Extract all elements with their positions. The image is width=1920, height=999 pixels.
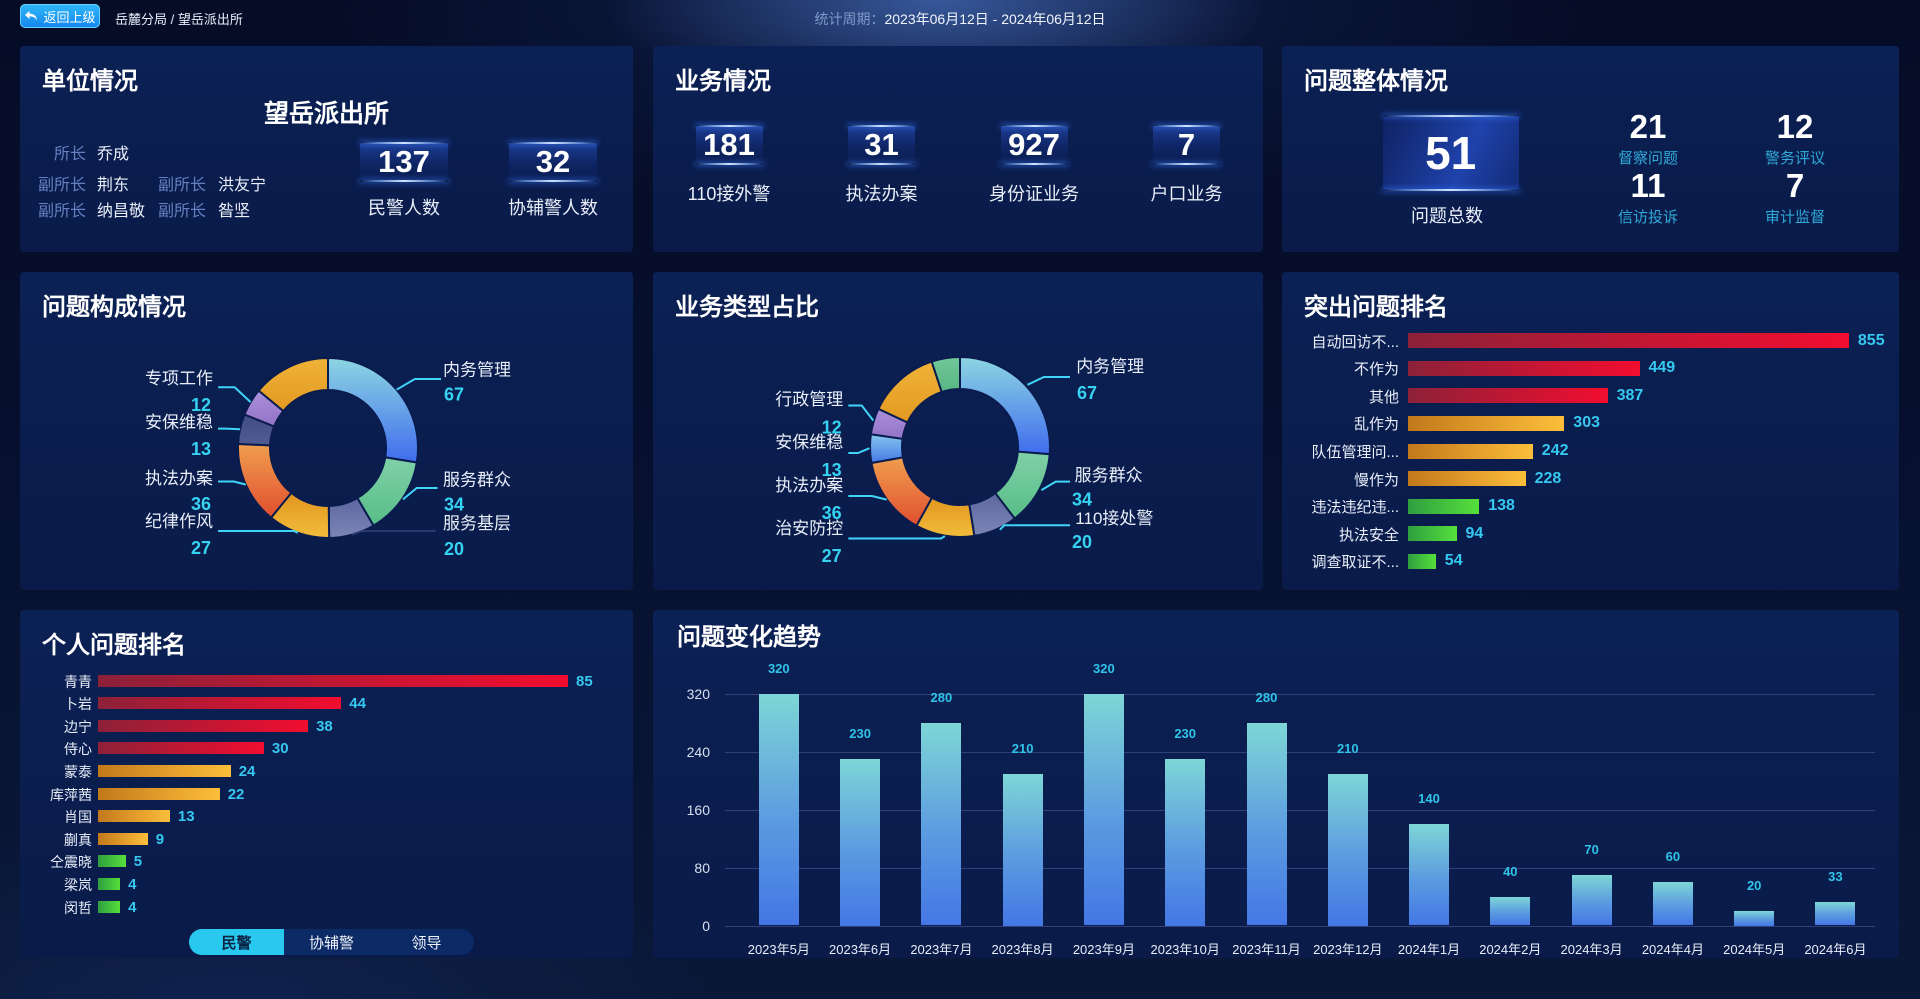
svg-text:13: 13	[191, 439, 211, 459]
svg-text:12: 12	[822, 418, 842, 438]
svg-text:纪律作风: 纪律作风	[145, 512, 213, 531]
svg-text:67: 67	[1077, 383, 1097, 403]
svg-text:执法办案: 执法办案	[145, 469, 213, 488]
svg-text:服务群众: 服务群众	[1075, 466, 1143, 485]
svg-text:34: 34	[1072, 490, 1092, 510]
svg-text:110接处警: 110接处警	[1075, 509, 1153, 528]
svg-text:服务基层: 服务基层	[443, 514, 511, 533]
svg-text:12: 12	[191, 395, 211, 415]
svg-text:内务管理: 内务管理	[1076, 357, 1144, 376]
svg-text:20: 20	[1072, 532, 1092, 552]
svg-text:行政管理: 行政管理	[775, 390, 843, 409]
svg-text:20: 20	[444, 539, 464, 559]
svg-text:执法办案: 执法办案	[775, 476, 843, 495]
svg-text:67: 67	[444, 385, 464, 405]
svg-text:内务管理: 内务管理	[443, 360, 511, 379]
svg-text:34: 34	[444, 495, 464, 515]
svg-text:专项工作: 专项工作	[145, 369, 213, 388]
svg-text:13: 13	[822, 460, 842, 480]
svg-text:治安防控: 治安防控	[775, 519, 843, 538]
svg-text:安保维稳: 安保维稳	[775, 433, 843, 452]
svg-text:服务群众: 服务群众	[443, 471, 511, 490]
svg-text:36: 36	[191, 494, 211, 514]
svg-text:安保维稳: 安保维稳	[145, 413, 213, 432]
svg-text:27: 27	[822, 546, 842, 566]
svg-text:27: 27	[191, 538, 211, 558]
svg-text:36: 36	[822, 503, 842, 523]
